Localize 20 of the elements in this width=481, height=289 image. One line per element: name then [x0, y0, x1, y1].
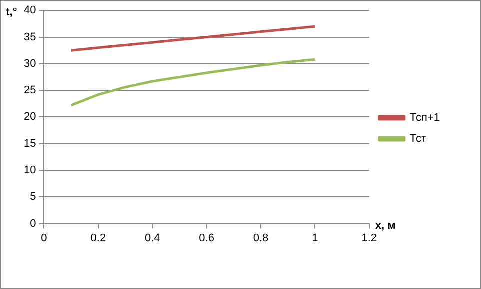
- y-tick-label: 10: [24, 164, 36, 177]
- x-tick-label: 1: [312, 232, 318, 244]
- x-tick-label: 0.4: [144, 232, 160, 244]
- y-tick-label: 20: [24, 111, 36, 124]
- x-tick-label: 0.8: [253, 232, 269, 244]
- y-tick-label: 0: [30, 218, 36, 230]
- y-tick-label: 40: [24, 4, 36, 17]
- x-tick-label: 0: [41, 232, 48, 244]
- y-tick-label: 35: [24, 31, 36, 44]
- y-axis-title: t,°: [6, 6, 18, 19]
- x-tick-label: 1.2: [362, 232, 378, 244]
- x-axis-title: x, м: [375, 220, 396, 232]
- y-tick-label: 5: [30, 191, 36, 204]
- y-tick-label: 25: [24, 84, 36, 97]
- x-tick-label: 0.2: [90, 232, 106, 244]
- x-tick-label: 0.6: [199, 232, 214, 244]
- legend-label: Тсп+1: [410, 112, 440, 124]
- y-tick-label: 15: [24, 138, 36, 150]
- y-tick-label: 30: [24, 58, 36, 70]
- legend-label: Тст: [410, 133, 427, 146]
